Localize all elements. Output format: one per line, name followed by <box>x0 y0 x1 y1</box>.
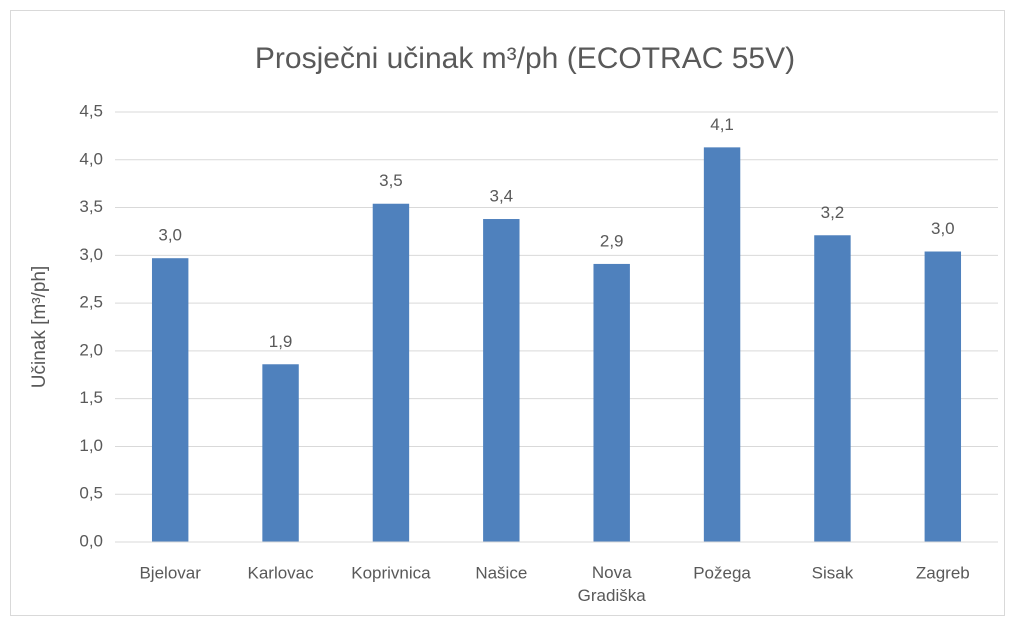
y-tick-label: 1,5 <box>79 388 103 407</box>
y-axis-label: Učinak [m³/ph] <box>29 266 50 388</box>
x-tick-label: Karlovac <box>247 563 314 582</box>
bar <box>372 203 410 542</box>
y-tick-label: 0,0 <box>79 531 103 550</box>
x-tick-label: Zagreb <box>916 563 970 582</box>
bar <box>814 235 851 542</box>
x-tick-label: Sisak <box>812 563 854 582</box>
y-tick-label: 3,0 <box>79 245 103 264</box>
bar <box>593 263 630 542</box>
y-tick-label: 0,5 <box>79 484 103 503</box>
bar <box>703 147 741 542</box>
data-label: 4,1 <box>710 115 734 134</box>
bar <box>151 258 189 542</box>
y-tick-label: 4,5 <box>79 101 103 120</box>
data-label: 3,5 <box>379 171 403 190</box>
y-tick-label: 4,0 <box>79 149 103 168</box>
bar <box>483 219 520 542</box>
y-tick-label: 2,5 <box>79 293 103 312</box>
x-tick-label: Bjelovar <box>139 563 201 582</box>
y-tick-label: 1,0 <box>79 436 103 455</box>
y-tick-label: 3,5 <box>79 197 103 216</box>
data-label: 2,9 <box>600 231 624 250</box>
data-label: 3,0 <box>158 226 182 245</box>
x-tick-label: Nova Gradiška <box>578 563 647 605</box>
x-tick-label: Koprivnica <box>351 563 431 582</box>
bar <box>262 364 299 542</box>
x-tick-label: Požega <box>693 563 751 582</box>
data-label: 3,2 <box>821 203 845 222</box>
bar <box>924 251 962 542</box>
data-label: 1,9 <box>269 332 293 351</box>
data-label: 3,0 <box>931 219 955 238</box>
y-tick-label: 2,0 <box>79 340 103 359</box>
chart-title: Prosječni učinak m³/ph (ECOTRAC 55V) <box>255 42 795 75</box>
x-tick-label: Našice <box>475 563 527 582</box>
data-label: 3,4 <box>489 187 513 206</box>
